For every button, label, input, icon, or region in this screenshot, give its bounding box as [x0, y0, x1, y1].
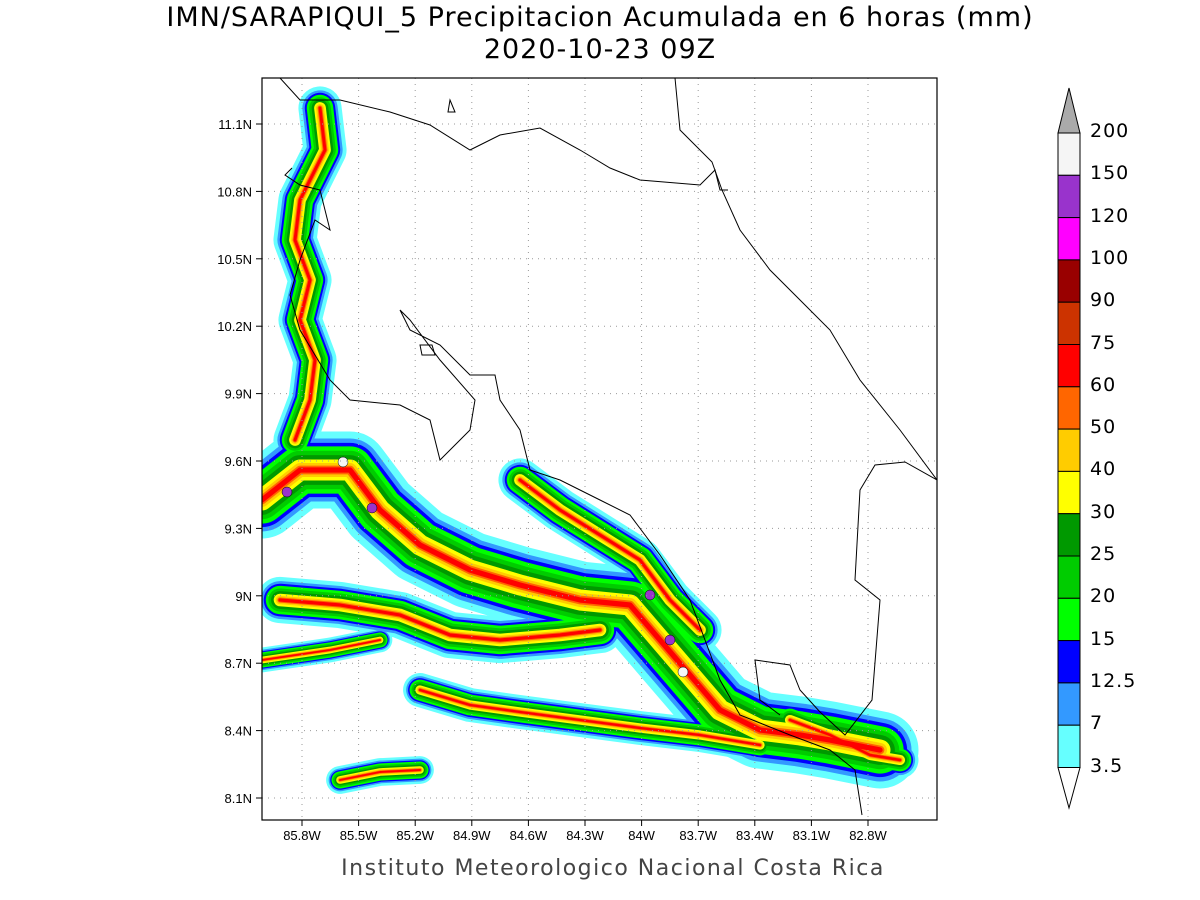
colorbar-swatch [1057, 344, 1081, 388]
lat-label: 9.6N [225, 454, 252, 469]
map-subtitle: 2020-10-23 09Z [483, 34, 717, 65]
colorbar-swatch [1057, 555, 1081, 599]
lat-label: 9.3N [225, 521, 252, 536]
lon-label: 85.2W [396, 828, 434, 843]
coastline [419, 344, 436, 356]
colorbar-swatch [1057, 470, 1081, 515]
lon-label: 84.6W [510, 828, 548, 843]
precip-contour [418, 688, 762, 747]
colorbar-swatch [1057, 301, 1081, 346]
precip-contour [339, 769, 421, 781]
colorbar-label: 40 [1090, 458, 1117, 481]
precipitation-field [262, 86, 919, 794]
colorbar-swatch [1057, 174, 1081, 219]
lat-label: 9N [235, 589, 252, 604]
coastline [279, 78, 728, 191]
lat-label: 8.1N [225, 791, 252, 806]
colorbar-over-arrow [1057, 87, 1081, 134]
colorbar-swatch [1057, 640, 1081, 684]
colorbar-label: 120 [1090, 204, 1130, 227]
lon-label: 85.5W [340, 828, 378, 843]
precip-contour [788, 718, 902, 762]
precip-max [677, 666, 689, 678]
coastline [674, 78, 937, 481]
colorbar-label: 60 [1090, 373, 1117, 396]
lon-label: 83.7W [679, 828, 717, 843]
precip-max [664, 634, 676, 646]
precip-max [281, 486, 293, 498]
precip-contour [278, 598, 602, 642]
colorbar-label: 12.5 [1090, 669, 1137, 692]
lat-label: 8.7N [225, 656, 252, 671]
colorbar-swatch [1057, 597, 1081, 642]
colorbar-swatch [1057, 724, 1081, 769]
lon-label: 84.3W [566, 828, 604, 843]
grid-lines [262, 78, 937, 820]
colorbar-swatch [1057, 682, 1081, 726]
precip-contour [293, 106, 327, 442]
map-frame [261, 77, 938, 821]
coastline [754, 461, 937, 736]
colorbar-label: 200 [1090, 120, 1130, 142]
colorbar-label: 150 [1090, 162, 1130, 185]
colorbar-label: 25 [1090, 543, 1117, 565]
lon-label: 82.8W [849, 828, 887, 843]
lon-label: 84.9W [453, 828, 491, 843]
colorbar-label: 15 [1090, 627, 1117, 650]
lon-label: 83.1W [793, 828, 831, 843]
colorbar-label: 3.5 [1090, 754, 1124, 777]
precip-max [337, 456, 349, 468]
precip-contour [262, 639, 381, 661]
colorbar-swatch [1057, 217, 1081, 261]
precip-contour [262, 467, 883, 753]
precip-max [366, 502, 378, 514]
lat-label: 10.2N [217, 319, 252, 334]
lon-label: 83.4W [736, 828, 774, 843]
colorbar-under-arrow [1057, 767, 1081, 810]
map-title: IMN/SARAPIQUI_5 Precipitacion Acumulada … [166, 2, 1034, 33]
lat-label: 10.8N [217, 184, 252, 199]
lon-label: 85.8W [283, 828, 321, 843]
footer-credit: Instituto Meteorologico Nacional Costa R… [341, 856, 885, 881]
coastlines [279, 78, 937, 816]
colorbar [1057, 87, 1081, 810]
colorbar-label: 20 [1090, 585, 1117, 608]
colorbar-label: 7 [1090, 712, 1104, 735]
coastline [447, 98, 456, 113]
colorbar-swatch [1057, 428, 1081, 472]
colorbar-label: 100 [1090, 246, 1130, 269]
lat-label: 11.1N [218, 117, 252, 132]
colorbar-swatch [1057, 259, 1081, 303]
colorbar-swatch [1057, 386, 1081, 430]
colorbar-label: 75 [1090, 331, 1117, 354]
lat-label: 10.5N [217, 252, 252, 267]
colorbar-swatch [1057, 132, 1081, 176]
colorbar-label: 30 [1090, 500, 1117, 523]
lat-label: 8.4N [225, 724, 252, 739]
colorbar-label: 50 [1090, 416, 1117, 439]
coastline [284, 167, 863, 816]
precip-max [644, 589, 656, 601]
lat-label: 9.9N [225, 387, 252, 402]
colorbar-swatch [1057, 513, 1081, 557]
precip-contour [518, 478, 702, 632]
lon-label: 84W [628, 828, 655, 843]
colorbar-label: 90 [1090, 289, 1117, 312]
